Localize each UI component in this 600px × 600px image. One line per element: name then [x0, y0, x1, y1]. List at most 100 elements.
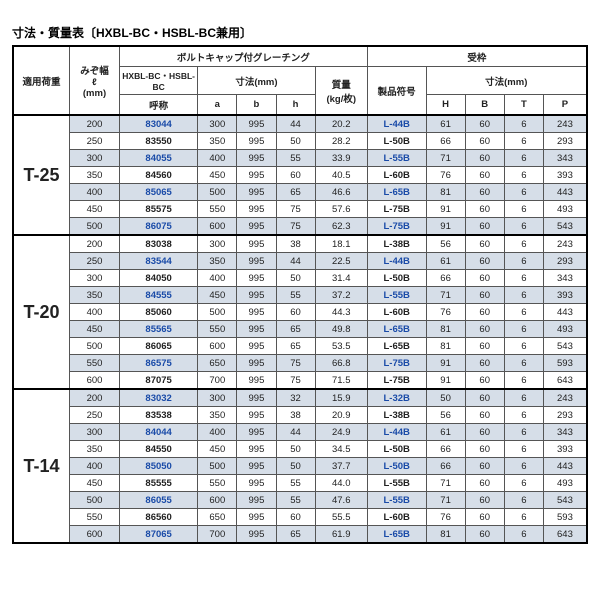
cell-b: 995	[237, 167, 276, 184]
cell-a: 500	[198, 304, 237, 321]
col-grating-group: ボルトキャップ付グレーチング	[120, 46, 368, 67]
cell-h: 75	[276, 372, 315, 390]
cell-H: 66	[426, 270, 465, 287]
cell-code: L-50B	[367, 441, 426, 458]
cell-a: 650	[198, 355, 237, 372]
cell-mass: 66.8	[315, 355, 367, 372]
cell-T: 6	[504, 424, 543, 441]
cell-width: 250	[70, 253, 120, 270]
cell-B: 60	[465, 184, 504, 201]
cell-b: 995	[237, 115, 276, 133]
cell-B: 60	[465, 253, 504, 270]
cell-a: 600	[198, 338, 237, 355]
table-row: 600870757009957571.5L-75B91606643	[13, 372, 587, 390]
cell-width: 550	[70, 509, 120, 526]
cell-H: 91	[426, 372, 465, 390]
col-mass: 質量(kg/枚)	[315, 67, 367, 116]
cell-width: 300	[70, 270, 120, 287]
cell-model: 84044	[120, 424, 198, 441]
cell-T: 6	[504, 355, 543, 372]
cell-h: 65	[276, 526, 315, 544]
cell-T: 6	[504, 492, 543, 509]
spec-table: 適用荷重 みぞ幅ℓ(mm) ボルトキャップ付グレーチング 受枠 HXBL-BC・…	[12, 45, 588, 544]
load-cell: T-14	[13, 389, 70, 543]
cell-P: 643	[543, 526, 587, 544]
cell-H: 81	[426, 321, 465, 338]
cell-P: 243	[543, 115, 587, 133]
cell-H: 66	[426, 133, 465, 150]
cell-h: 75	[276, 201, 315, 218]
cell-B: 60	[465, 304, 504, 321]
cell-H: 91	[426, 201, 465, 218]
cell-H: 56	[426, 235, 465, 253]
cell-P: 243	[543, 389, 587, 407]
cell-code: L-60B	[367, 304, 426, 321]
cell-P: 593	[543, 509, 587, 526]
cell-mass: 55.5	[315, 509, 367, 526]
cell-a: 700	[198, 526, 237, 544]
cell-h: 50	[276, 133, 315, 150]
cell-model: 86575	[120, 355, 198, 372]
cell-b: 995	[237, 321, 276, 338]
cell-B: 60	[465, 321, 504, 338]
cell-width: 250	[70, 407, 120, 424]
cell-P: 443	[543, 304, 587, 321]
cell-a: 650	[198, 509, 237, 526]
cell-width: 200	[70, 389, 120, 407]
cell-P: 643	[543, 372, 587, 390]
cell-width: 550	[70, 355, 120, 372]
cell-width: 200	[70, 115, 120, 133]
cell-width: 350	[70, 287, 120, 304]
table-row: 350845604509956040.5L-60B76606393	[13, 167, 587, 184]
cell-T: 6	[504, 115, 543, 133]
table-row: 450855655509956549.8L-65B81606493	[13, 321, 587, 338]
cell-T: 6	[504, 287, 543, 304]
cell-b: 995	[237, 201, 276, 218]
cell-T: 6	[504, 184, 543, 201]
cell-code: L-60B	[367, 167, 426, 184]
cell-H: 71	[426, 287, 465, 304]
cell-width: 200	[70, 235, 120, 253]
cell-H: 61	[426, 115, 465, 133]
cell-H: 56	[426, 407, 465, 424]
col-code: 製品符号	[367, 67, 426, 116]
cell-mass: 71.5	[315, 372, 367, 390]
cell-mass: 44.0	[315, 475, 367, 492]
cell-h: 38	[276, 235, 315, 253]
cell-H: 81	[426, 184, 465, 201]
cell-T: 6	[504, 304, 543, 321]
cell-a: 600	[198, 218, 237, 236]
cell-mass: 57.6	[315, 201, 367, 218]
cell-B: 60	[465, 407, 504, 424]
cell-h: 50	[276, 270, 315, 287]
cell-mass: 18.1	[315, 235, 367, 253]
cell-b: 995	[237, 270, 276, 287]
cell-T: 6	[504, 389, 543, 407]
table-row: 450855555509955544.0L-55B71606493	[13, 475, 587, 492]
cell-b: 995	[237, 184, 276, 201]
cell-model: 84560	[120, 167, 198, 184]
cell-model: 87075	[120, 372, 198, 390]
table-row: 300840504009955031.4L-50B66606343	[13, 270, 587, 287]
table-row: 500860756009957562.3L-75B91606543	[13, 218, 587, 236]
cell-width: 350	[70, 167, 120, 184]
table-row: 400850505009955037.7L-50B66606443	[13, 458, 587, 475]
cell-T: 6	[504, 167, 543, 184]
cell-h: 75	[276, 218, 315, 236]
cell-model: 84555	[120, 287, 198, 304]
cell-B: 60	[465, 355, 504, 372]
cell-T: 6	[504, 253, 543, 270]
cell-P: 543	[543, 492, 587, 509]
cell-T: 6	[504, 235, 543, 253]
cell-B: 60	[465, 287, 504, 304]
cell-P: 393	[543, 441, 587, 458]
cell-B: 60	[465, 475, 504, 492]
cell-code: L-75B	[367, 372, 426, 390]
cell-mass: 53.5	[315, 338, 367, 355]
cell-h: 55	[276, 492, 315, 509]
cell-width: 350	[70, 441, 120, 458]
cell-code: L-55B	[367, 287, 426, 304]
cell-h: 44	[276, 424, 315, 441]
cell-T: 6	[504, 372, 543, 390]
cell-width: 400	[70, 304, 120, 321]
